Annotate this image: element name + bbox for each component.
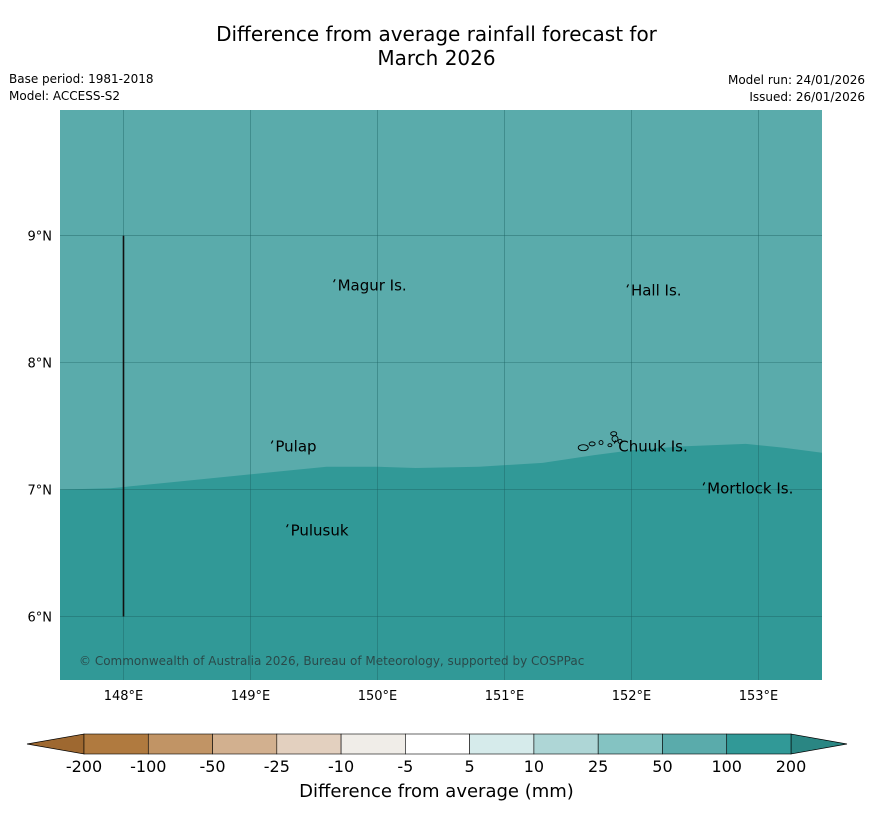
colorbar-tick: -100 [130,757,167,776]
map-title: Difference from average rainfall forecas… [0,22,873,70]
colorbar-over-arrow [790,733,848,755]
colorbar-tick: -25 [263,757,290,776]
colorbar-label: Difference from average (mm) [299,781,574,802]
chuuk-island-outline [577,444,589,452]
colorbar-tick: -200 [65,757,103,776]
chuuk-island-outline [588,441,596,447]
chuuk-island-outline [617,438,623,444]
colorbar-segment [533,733,599,755]
meta-right: Model run: 24/01/2026 Issued: 26/01/2026 [728,72,865,106]
colorbar-tick: 200 [775,757,807,776]
chuuk-island-outline [598,440,604,446]
lat-tick-label: 9°N [28,230,53,245]
island-mark [270,440,274,444]
colorbar-segment [662,733,728,755]
chuuk-island-outline [607,443,613,448]
colorbar-tick: -5 [397,757,414,776]
base-period-text: Base period: 1981-2018 [9,72,154,86]
lat-tick-label: 7°N [28,484,53,499]
lon-tick-label: 148°E [104,689,144,704]
colorbar-segment [147,733,213,755]
place-label: Pulusuk [291,521,349,539]
colorbar-segment [597,733,663,755]
colorbar-tick: 10 [523,757,545,776]
issued-text: Issued: 26/01/2026 [749,90,865,104]
colorbar-under-arrow [26,733,85,755]
island-mark [333,278,336,283]
colorbar-tick-labels: -200 -100 -50 -25 -10 -5 5 10 25 50 100 200 [0,757,873,777]
lat-tick-label: 6°N [28,611,53,626]
model-text: Model: ACCESS-S2 [9,89,121,103]
island-mark [613,440,617,444]
title-line-2: March 2026 [377,46,496,70]
lon-tick-label: 151°E [485,689,525,704]
colorbar-tick: 100 [711,757,742,776]
place-label: Magur Is. [338,276,407,294]
colorbar-tick: -50 [199,757,226,776]
lon-tick-label: 149°E [231,689,271,704]
place-label: Hall Is. [631,281,682,299]
meta-left: Base period: 1981-2018 Model: ACCESS-S2 [9,71,154,105]
colorbar-segment [469,733,535,755]
island-mark [286,524,289,528]
island-mark [702,482,706,486]
lon-tick-label: 150°E [358,689,398,704]
colorbar-segment [340,733,406,755]
model-run-text: Model run: 24/01/2026 [727,73,865,87]
colorbar-segment [212,733,278,755]
colorbar-tick: 25 [587,757,609,776]
chuuk-island-outline [610,431,618,437]
place-label: Mortlock Is. [707,479,793,497]
colorbar-segment [726,733,792,755]
colorbar-tick: 5 [464,757,475,776]
colorbar-segment [405,733,470,755]
lat-tick-label: 8°N [28,357,53,372]
colorbar-tick: 50 [652,757,673,776]
lon-tick-label: 153°E [739,689,779,704]
colorbar-segment [276,733,342,755]
colorbar-segment [83,733,149,755]
island-mark [626,284,629,288]
copyright-text: © Commonwealth of Australia 2026, Bureau… [79,654,584,668]
lon-tick-label: 152°E [612,689,652,704]
colorbar-tick: -10 [328,757,355,776]
place-label: Chuuk Is. [618,437,687,455]
title-line-1: Difference from average rainfall forecas… [216,22,657,46]
place-label: Pulap [275,437,316,455]
